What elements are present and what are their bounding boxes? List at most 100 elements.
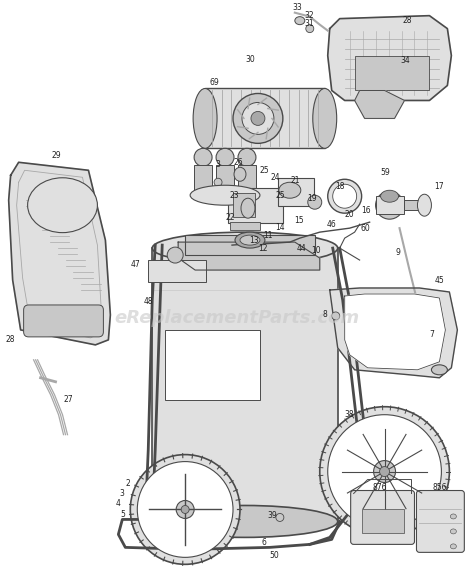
- Polygon shape: [178, 242, 320, 270]
- Bar: [185, 235, 315, 255]
- Text: 26: 26: [233, 158, 243, 167]
- Ellipse shape: [233, 94, 283, 143]
- Text: 3: 3: [120, 489, 125, 498]
- Ellipse shape: [450, 514, 456, 519]
- Text: 4: 4: [116, 499, 121, 508]
- Ellipse shape: [190, 186, 260, 205]
- FancyBboxPatch shape: [417, 491, 465, 553]
- Ellipse shape: [193, 88, 217, 149]
- Ellipse shape: [374, 461, 395, 483]
- Ellipse shape: [320, 407, 449, 536]
- Text: 5: 5: [120, 510, 125, 519]
- Text: 25: 25: [275, 191, 285, 200]
- Text: 8: 8: [322, 310, 327, 320]
- Ellipse shape: [181, 506, 189, 513]
- Text: 20: 20: [345, 210, 355, 218]
- Text: 856: 856: [432, 483, 447, 492]
- Text: eReplacementParts.com: eReplacementParts.com: [114, 309, 360, 327]
- Polygon shape: [9, 162, 110, 345]
- Ellipse shape: [450, 544, 456, 549]
- Bar: [205, 88, 325, 149]
- Text: 29: 29: [52, 151, 61, 160]
- Ellipse shape: [240, 235, 260, 245]
- Text: 60: 60: [361, 224, 371, 233]
- Text: 12: 12: [258, 243, 268, 253]
- Ellipse shape: [328, 179, 362, 213]
- Text: 34: 34: [401, 56, 410, 65]
- Text: 10: 10: [311, 246, 320, 254]
- Text: 44: 44: [297, 243, 307, 253]
- Ellipse shape: [375, 191, 403, 219]
- Bar: [165, 330, 260, 400]
- Text: 13: 13: [249, 236, 259, 244]
- Ellipse shape: [235, 232, 265, 248]
- Bar: [278, 178, 314, 206]
- Polygon shape: [330, 288, 457, 378]
- FancyBboxPatch shape: [24, 305, 103, 337]
- Ellipse shape: [308, 195, 322, 209]
- Ellipse shape: [251, 112, 265, 125]
- Bar: [216, 165, 234, 193]
- Ellipse shape: [27, 178, 98, 232]
- Ellipse shape: [234, 167, 246, 181]
- Ellipse shape: [152, 232, 337, 264]
- Ellipse shape: [152, 506, 337, 538]
- Ellipse shape: [167, 247, 183, 263]
- Polygon shape: [328, 16, 451, 101]
- Text: 9: 9: [395, 247, 400, 257]
- Text: 15: 15: [294, 216, 304, 225]
- Ellipse shape: [306, 25, 314, 32]
- Text: 876: 876: [373, 483, 387, 492]
- Ellipse shape: [380, 466, 390, 476]
- Text: 31: 31: [304, 19, 314, 28]
- Text: 38: 38: [345, 410, 355, 419]
- Bar: [230, 222, 260, 230]
- Ellipse shape: [241, 198, 255, 218]
- Bar: [194, 165, 212, 193]
- Text: 27: 27: [64, 395, 73, 404]
- Ellipse shape: [176, 501, 194, 518]
- Text: 33: 33: [292, 3, 301, 12]
- Text: 48: 48: [144, 298, 153, 306]
- Text: 17: 17: [435, 181, 444, 191]
- FancyBboxPatch shape: [351, 491, 414, 544]
- Ellipse shape: [333, 184, 356, 208]
- Text: 46: 46: [327, 220, 337, 229]
- Bar: [152, 248, 337, 521]
- Text: 3: 3: [216, 160, 220, 169]
- Ellipse shape: [276, 513, 284, 521]
- Text: 28: 28: [6, 335, 16, 344]
- Ellipse shape: [450, 529, 456, 534]
- Polygon shape: [345, 294, 446, 370]
- Text: 30: 30: [245, 55, 255, 64]
- Text: 28: 28: [403, 16, 412, 25]
- Text: 25: 25: [259, 166, 269, 175]
- Bar: [355, 55, 429, 91]
- Ellipse shape: [313, 88, 337, 149]
- Ellipse shape: [431, 365, 447, 375]
- Bar: [403, 200, 426, 210]
- Text: 69: 69: [209, 78, 219, 87]
- Text: 18: 18: [335, 181, 345, 191]
- Text: 16: 16: [361, 206, 371, 214]
- Text: 39: 39: [267, 511, 277, 520]
- Text: 14: 14: [275, 223, 285, 232]
- Text: 7: 7: [429, 331, 434, 339]
- Ellipse shape: [194, 149, 212, 166]
- Text: 23: 23: [229, 191, 239, 200]
- Ellipse shape: [332, 312, 340, 320]
- Text: 2: 2: [126, 479, 131, 488]
- Text: 21: 21: [290, 176, 300, 185]
- Bar: [233, 193, 255, 217]
- Bar: [228, 188, 283, 223]
- Ellipse shape: [295, 17, 305, 25]
- Polygon shape: [355, 91, 404, 118]
- Ellipse shape: [130, 455, 240, 564]
- Text: 24: 24: [270, 173, 280, 181]
- Ellipse shape: [418, 194, 431, 216]
- Text: 11: 11: [263, 231, 273, 240]
- Text: 47: 47: [130, 260, 140, 269]
- Ellipse shape: [328, 414, 441, 528]
- Ellipse shape: [242, 102, 274, 134]
- Text: 6: 6: [262, 538, 266, 547]
